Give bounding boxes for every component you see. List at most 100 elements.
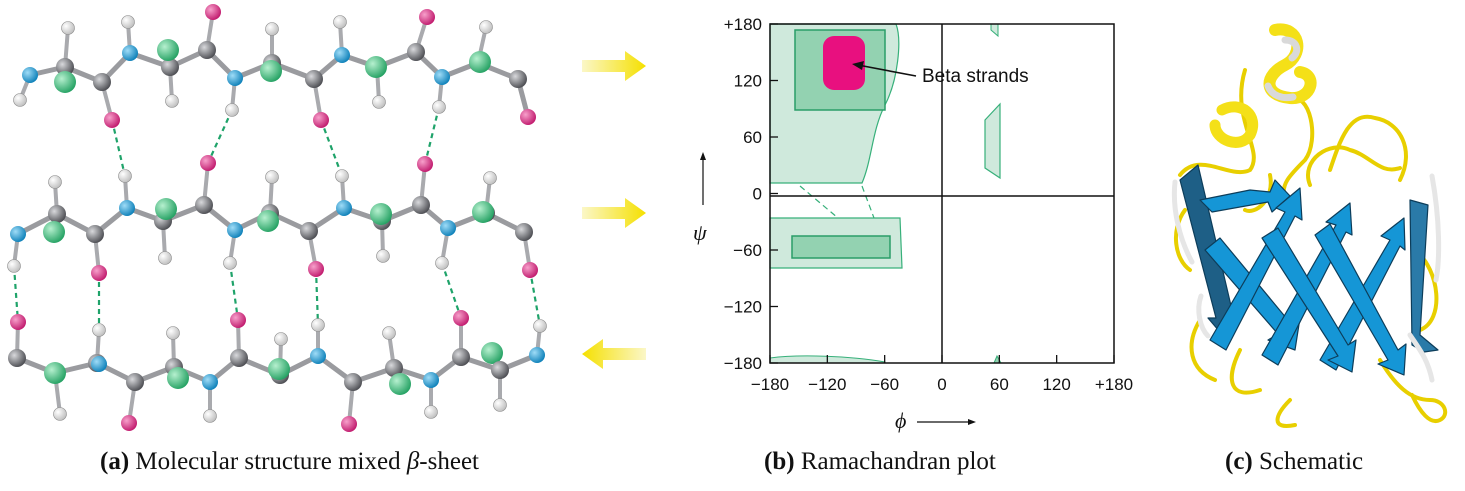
ribbon-edges xyxy=(1171,173,1442,383)
hydrogen-atom xyxy=(48,175,62,189)
y-tick-label: +180 xyxy=(724,15,762,34)
hydrogen-atom xyxy=(432,100,446,114)
carbon-atom xyxy=(93,73,111,91)
caption-ramachandran: (b) Ramachandran plot xyxy=(764,448,996,476)
side-chain-atom xyxy=(43,221,65,243)
beta-strand-9 xyxy=(1409,199,1439,353)
hydrogen-bond xyxy=(314,268,320,326)
carbon-atom xyxy=(86,225,104,243)
caption-molecular-structure: (a) Molecular structure mixed β-sheet xyxy=(100,448,479,476)
side-chain-atom xyxy=(481,342,503,364)
nitrogen-atom xyxy=(202,374,218,390)
hydrogen-atom xyxy=(372,95,386,109)
annotation-arrowhead xyxy=(852,61,864,70)
hydrogen-atom xyxy=(7,259,21,273)
carbon-atom xyxy=(305,70,323,88)
bridge-dashes xyxy=(799,185,875,219)
phi-axis-label: ϕ xyxy=(895,408,906,433)
carbon-atom xyxy=(230,349,248,367)
nitrogen-atom xyxy=(227,70,243,86)
side-chain-atom xyxy=(389,373,411,395)
oxygen-atom xyxy=(520,109,536,125)
hydrogen-atom xyxy=(376,249,390,263)
hydrogen-atom xyxy=(118,169,132,183)
side-chain-atom xyxy=(157,39,179,61)
hydrogen-atom xyxy=(493,398,507,412)
hydrogen-atom xyxy=(203,409,217,423)
hydrogen-bond xyxy=(110,119,127,177)
oxygen-atom xyxy=(91,265,107,281)
strand-3-direction-arrow xyxy=(582,339,646,369)
annotation-leader xyxy=(857,64,917,77)
hydrogen-atom xyxy=(333,15,347,29)
hydrogen-atom xyxy=(533,319,547,333)
side-chain-atom xyxy=(44,362,66,384)
carbon-atom xyxy=(195,196,213,214)
hydrogen-atom xyxy=(13,93,27,107)
oxygen-atom xyxy=(10,314,26,330)
hydrogen-bond xyxy=(528,269,542,327)
x-tick-label: −60 xyxy=(870,375,899,394)
oxygen-atom xyxy=(104,112,120,128)
oxygen-atom xyxy=(230,312,246,328)
hydrogen-bond xyxy=(228,262,240,321)
carbon-atom xyxy=(452,348,470,366)
nitrogen-atom xyxy=(434,69,450,85)
carbon-atom xyxy=(300,222,318,240)
hydrogen-atom xyxy=(483,171,497,185)
hydrogen-atom xyxy=(311,318,325,332)
hydrogen-bonds xyxy=(12,106,542,330)
caption-a-beta: β xyxy=(406,448,420,475)
y-tick-label: −180 xyxy=(724,354,762,373)
nitrogen-atom xyxy=(10,226,26,242)
carbon-atom xyxy=(344,373,362,391)
carbon-atom xyxy=(161,58,179,76)
nitrogen-atom xyxy=(119,200,135,216)
y-tick-label: −60 xyxy=(733,241,762,260)
hydrogen-atom xyxy=(435,256,449,270)
carbon-atom xyxy=(56,58,74,76)
carbon-atom xyxy=(385,359,403,377)
nitrogen-atom xyxy=(91,356,107,372)
carbon-atom xyxy=(8,349,26,367)
carbon-atom xyxy=(491,361,509,379)
hydrogen-bond xyxy=(440,262,463,319)
hydrogen-atom xyxy=(92,323,106,337)
side-chain-atom xyxy=(365,56,387,78)
beta-sheet-molecular-model xyxy=(7,4,547,432)
oxygen-atom xyxy=(522,262,538,278)
side-chain-atom xyxy=(54,71,76,93)
hydrogen-atom xyxy=(265,170,279,184)
beta-strands xyxy=(1179,164,1439,376)
y-tick-label: 0 xyxy=(753,185,762,204)
caption-c-text: Schematic xyxy=(1259,448,1364,475)
caption-a-letter: (a) xyxy=(100,448,130,475)
caption-b-letter: (b) xyxy=(764,448,795,475)
hydrogen-atom xyxy=(479,20,493,34)
nitrogen-atom xyxy=(334,47,350,63)
beta-strand-8 xyxy=(1261,227,1357,373)
hydrogen-atom xyxy=(274,332,288,346)
psi-axis-arrowhead xyxy=(700,152,706,160)
x-tick-label: +180 xyxy=(1095,375,1133,394)
hydrogen-atom xyxy=(158,251,172,265)
nitrogen-atom xyxy=(310,348,326,364)
side-chain-atom xyxy=(472,201,494,223)
oxygen-atom xyxy=(313,112,329,128)
alpha-helix xyxy=(1209,23,1317,148)
oxygen-atom xyxy=(308,261,324,277)
beta-strand-7 xyxy=(1314,223,1407,376)
hydrogen-atom xyxy=(223,256,237,270)
hydrogen-atom xyxy=(225,103,239,117)
oxygen-atom xyxy=(341,416,357,432)
hydrogen-bond xyxy=(423,106,441,165)
nitrogen-atom xyxy=(122,45,138,61)
hydrogen-atom xyxy=(165,94,179,108)
strand-direction-arrows xyxy=(582,51,646,369)
strand-2-direction-arrow xyxy=(582,198,646,228)
axis-ticks: −180 −120 −60 0 60 120 +180 +180 120 60 0 −60 −120 −1… xyxy=(724,15,1133,394)
x-tick-label: 0 xyxy=(937,375,946,394)
oxygen-atom xyxy=(121,415,137,431)
x-tick-label: 120 xyxy=(1042,375,1070,394)
